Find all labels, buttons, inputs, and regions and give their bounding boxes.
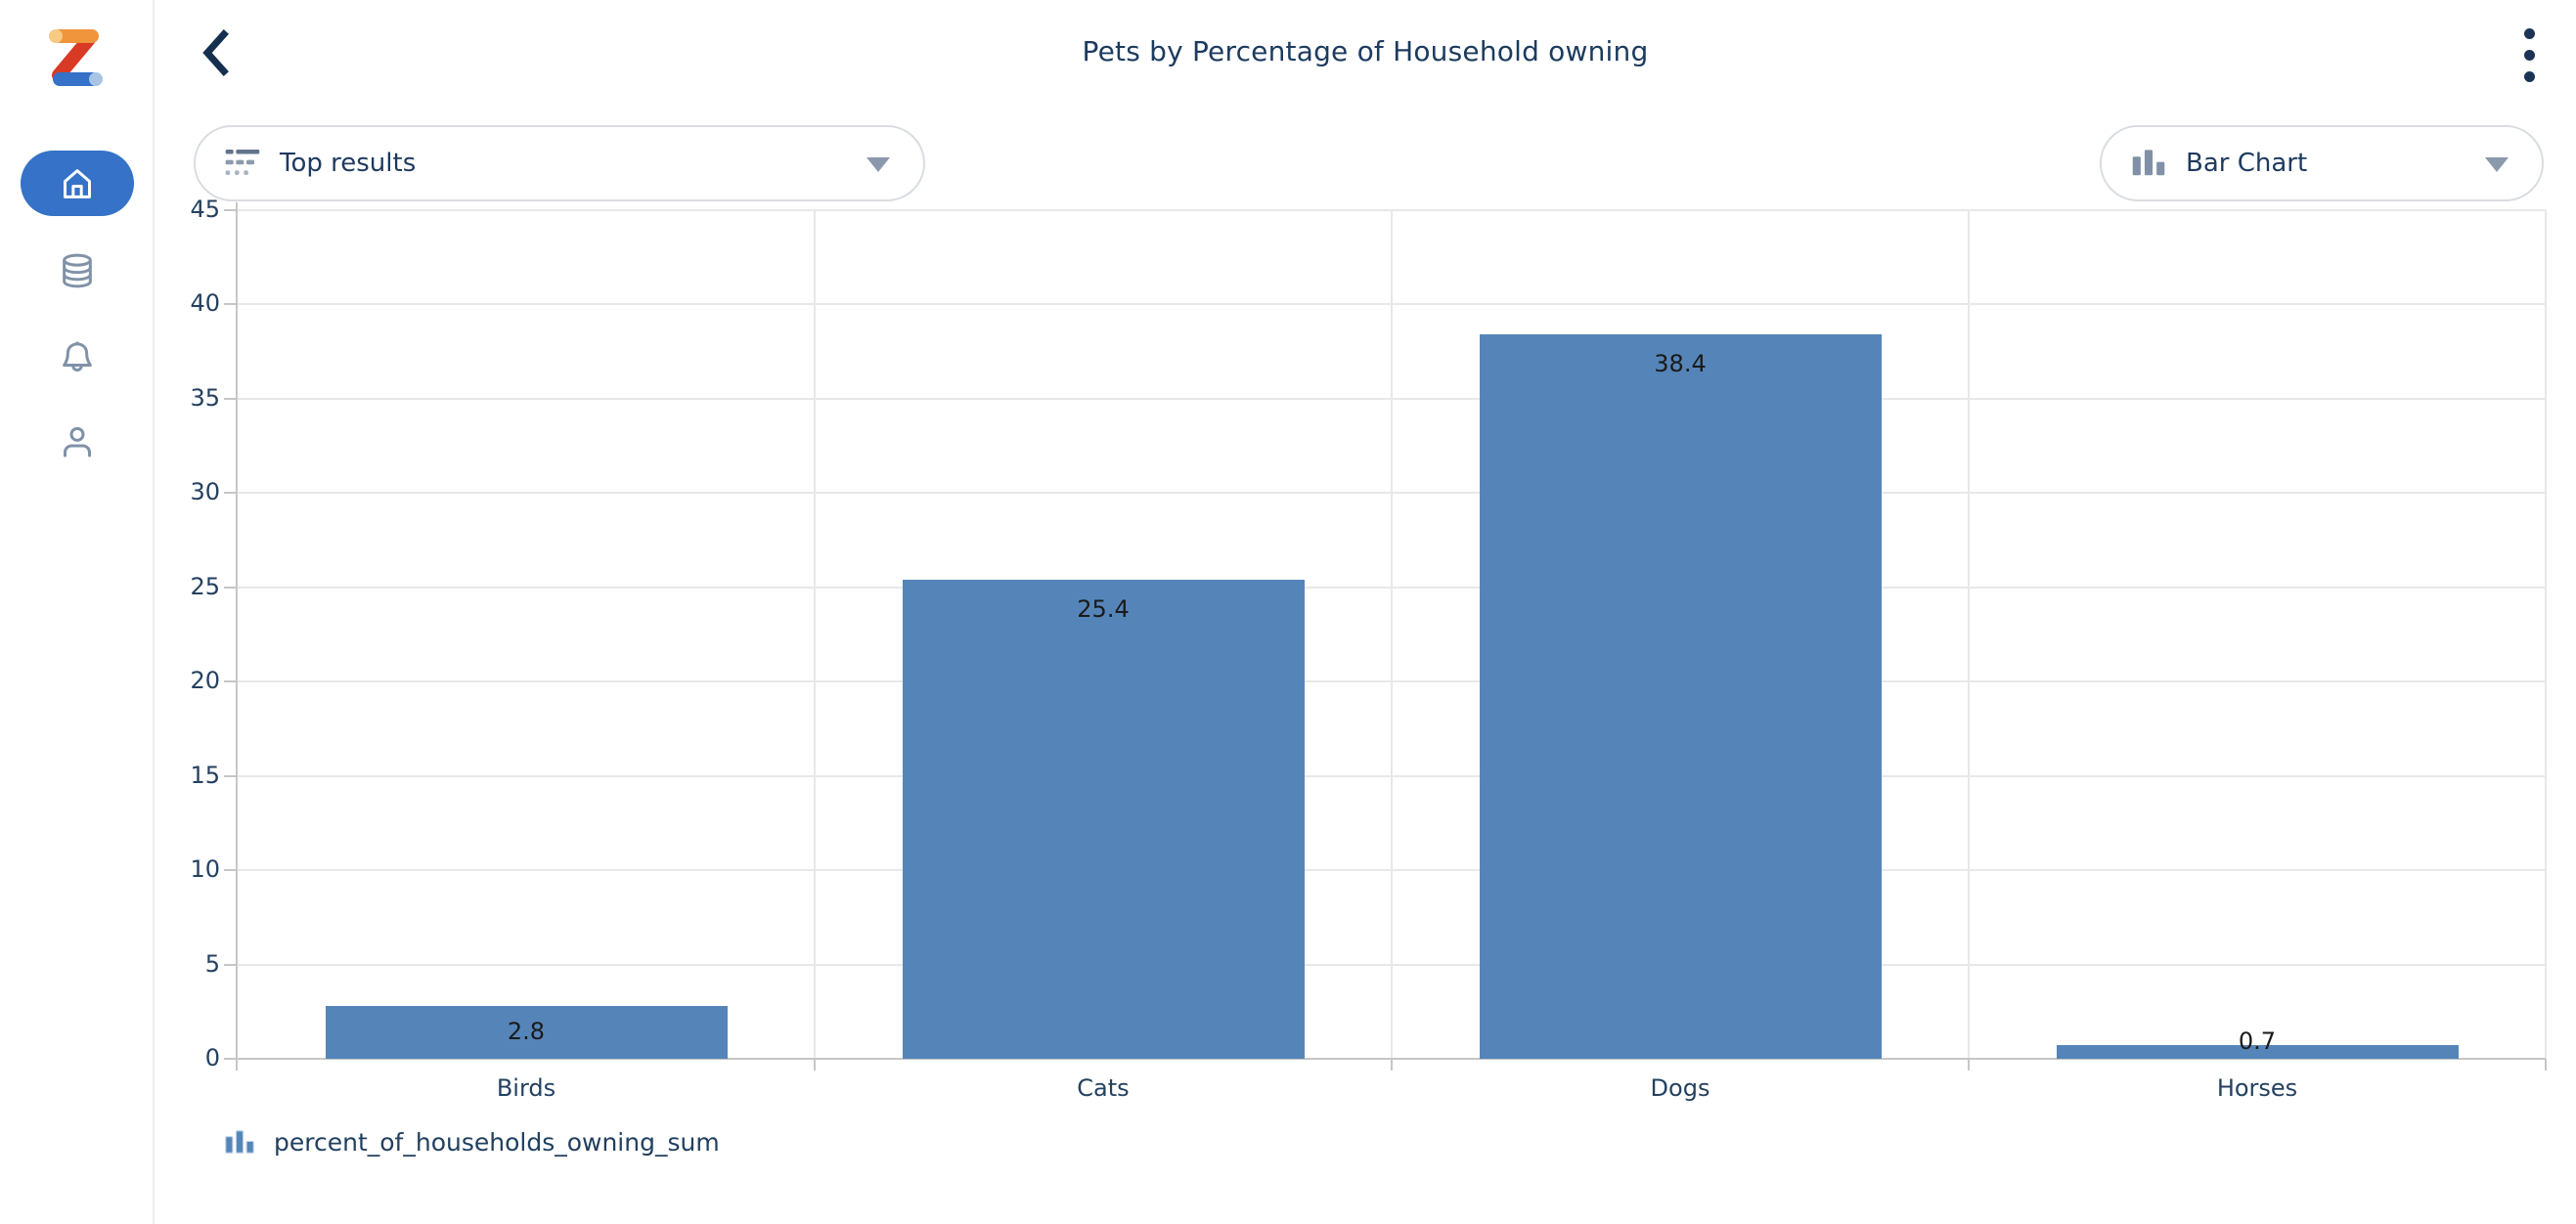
y-axis-tick — [224, 774, 238, 777]
panel-divider — [2545, 210, 2547, 1059]
y-axis-tick — [224, 303, 238, 306]
bar-birds[interactable] — [326, 1006, 728, 1059]
y-axis-tick — [224, 963, 238, 966]
kebab-dot — [2523, 70, 2535, 82]
chevron-down-icon — [2485, 157, 2509, 172]
y-axis-tick — [224, 209, 238, 211]
panel-divider — [1391, 210, 1393, 1059]
y-gridline — [238, 397, 2546, 400]
x-axis-tick — [1391, 1059, 1393, 1071]
sidebar — [0, 0, 155, 1224]
y-gridline — [238, 303, 2546, 306]
x-axis-category-label: Birds — [496, 1074, 556, 1102]
back-chevron-icon — [202, 29, 229, 76]
x-axis-tick — [814, 1059, 816, 1071]
y-axis-tick — [224, 869, 238, 872]
home-icon — [64, 168, 91, 198]
person-icon — [64, 426, 91, 458]
panel-divider — [814, 210, 816, 1059]
y-gridline — [238, 586, 2546, 589]
y-axis-tick — [224, 397, 238, 400]
chevron-down-icon — [866, 157, 890, 172]
x-axis-category-label: Horses — [2216, 1074, 2298, 1102]
page-title: Pets by Percentage of Household owning — [1082, 35, 1649, 67]
bar-chart-icon — [2129, 144, 2168, 183]
database-icon — [63, 253, 92, 288]
chart-type-dropdown[interactable]: Bar Chart — [2100, 125, 2544, 201]
z-logo-icon — [49, 29, 103, 86]
x-axis-tick — [2545, 1059, 2547, 1071]
y-axis-line — [236, 202, 238, 1071]
bar-cats[interactable] — [903, 580, 1305, 1059]
x-axis-category-label: Dogs — [1650, 1074, 1710, 1102]
chart-type-dropdown-label: Bar Chart — [2186, 149, 2308, 178]
y-gridline — [238, 492, 2546, 495]
sidebar-item-data[interactable] — [57, 250, 98, 291]
y-axis-tick — [224, 1058, 238, 1060]
app-logo[interactable] — [43, 23, 111, 94]
results-dropdown-label: Top results — [280, 149, 417, 178]
y-gridline — [238, 963, 2546, 966]
results-dropdown[interactable]: Top results — [194, 125, 925, 201]
x-axis-category-label: Cats — [1077, 1074, 1130, 1102]
y-gridline — [238, 680, 2546, 683]
header: Pets by Percentage of Household owning — [155, 0, 2576, 109]
panel-divider — [1968, 210, 1970, 1059]
legend-series-icon — [225, 1130, 254, 1154]
y-gridline — [238, 209, 2546, 211]
more-options-button[interactable] — [2509, 25, 2549, 84]
y-axis-tick — [224, 492, 238, 495]
x-axis-tick — [1968, 1059, 1970, 1071]
y-gridline — [238, 774, 2546, 777]
y-axis-tick — [224, 586, 238, 589]
sidebar-item-notifications[interactable] — [57, 337, 98, 378]
legend-series-label: percent_of_households_owning_sum — [274, 1127, 720, 1157]
bar-dogs[interactable] — [1480, 334, 1882, 1059]
y-axis-tick — [224, 680, 238, 683]
bar-horses[interactable] — [2057, 1045, 2459, 1059]
bell-icon — [63, 341, 92, 372]
kebab-dot — [2523, 27, 2535, 39]
sidebar-item-profile[interactable] — [57, 420, 98, 461]
y-gridline — [238, 869, 2546, 872]
chart-legend[interactable]: percent_of_households_owning_sum — [223, 1126, 720, 1158]
kebab-dot — [2523, 49, 2535, 61]
sidebar-item-home[interactable] — [21, 151, 134, 216]
top-results-icon — [223, 144, 262, 183]
back-button[interactable] — [190, 25, 241, 80]
